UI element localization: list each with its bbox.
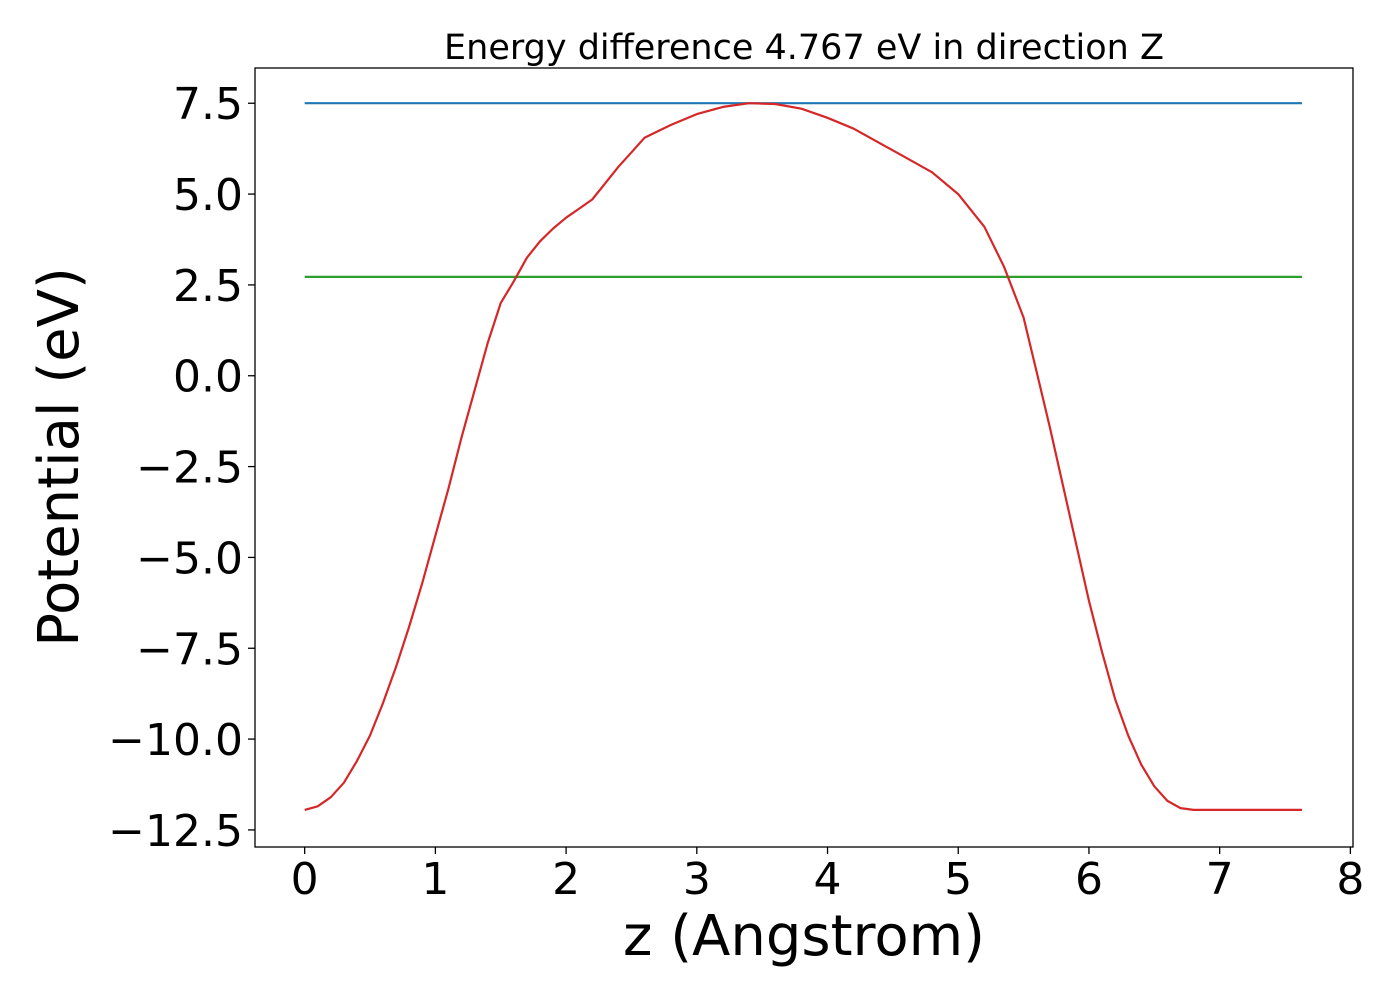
x-tick-label: 8 bbox=[1336, 854, 1364, 905]
x-tick-label: 4 bbox=[814, 854, 842, 905]
y-tick-label: 2.5 bbox=[173, 261, 243, 312]
y-axis-ticks: −12.5 −10.0 −7.5 −5.0 −2.5 0.0 2.5 5.0 7.5 bbox=[108, 79, 255, 857]
x-tick-label: 2 bbox=[552, 854, 580, 905]
y-tick-label: −2.5 bbox=[136, 443, 243, 494]
y-tick-label: −12.5 bbox=[108, 806, 243, 857]
x-tick-label: 0 bbox=[291, 854, 319, 905]
x-tick-label: 5 bbox=[944, 854, 972, 905]
y-tick-label: −10.0 bbox=[108, 715, 243, 766]
y-tick-label: −5.0 bbox=[136, 533, 243, 584]
plot-frame bbox=[254, 67, 1354, 848]
x-axis-ticks: 0 1 2 3 4 5 6 7 8 bbox=[291, 847, 1364, 905]
x-tick-label: 1 bbox=[421, 854, 449, 905]
chart-title: Energy difference 4.767 eV in direction … bbox=[444, 28, 1164, 68]
x-axis-label: z (Angstrom) bbox=[623, 904, 985, 969]
y-tick-label: 5.0 bbox=[173, 170, 243, 221]
plot-layer bbox=[304, 102, 1302, 812]
x-tick-label: 6 bbox=[1075, 854, 1103, 905]
y-tick-label: 0.0 bbox=[173, 352, 243, 403]
x-tick-label: 7 bbox=[1206, 854, 1234, 905]
series-line-3 bbox=[304, 102, 1302, 812]
y-axis-label: Potential (eV) bbox=[27, 267, 92, 647]
y-tick-label: 7.5 bbox=[173, 79, 243, 130]
y-tick-label: −7.5 bbox=[136, 624, 243, 675]
x-tick-label: 3 bbox=[683, 854, 711, 905]
